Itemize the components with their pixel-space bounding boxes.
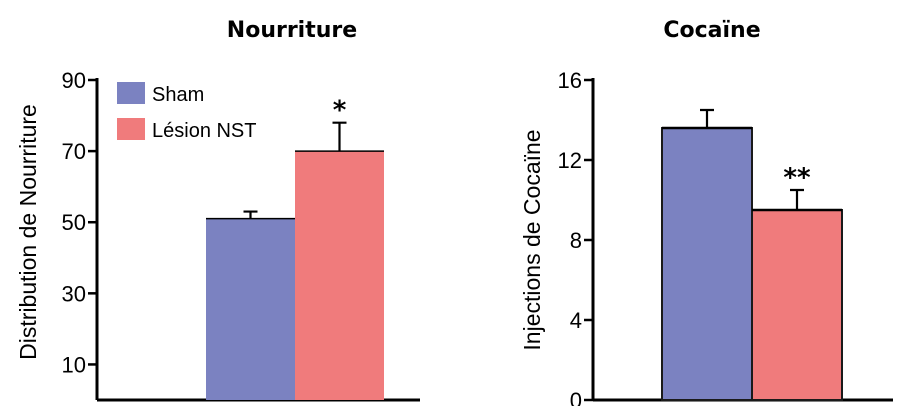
legend-swatch-lesion [117, 118, 145, 140]
chart-panel-cocaine: Cocaïne Injections de Cocaïne 0 4 8 12 16 ** [519, 18, 893, 406]
chart-panel-food: Nourriture Distribution de Nourriture 10… [15, 18, 420, 402]
y-tick-label-cocaine: 16 [558, 68, 582, 93]
bar-cocaine-lesion [751, 209, 843, 401]
error-bar-cocaine-sham [700, 108, 714, 128]
y-tick-label-cocaine: 12 [558, 148, 582, 173]
y-tick-label-food: 10 [62, 352, 86, 377]
bars-food: * [206, 96, 384, 400]
bars-cocaine: ** [661, 108, 843, 401]
bar-cocaine-sham [661, 127, 753, 401]
legend-label-sham: Sham [152, 84, 204, 106]
error-bar-food-sham [243, 210, 258, 219]
y-tick-label-food: 50 [62, 210, 86, 235]
bar-food-lesion [295, 151, 384, 400]
error-bar-cocaine-lesion [790, 188, 804, 210]
legend-swatch-sham [117, 82, 145, 104]
error-bar-food-lesion [332, 121, 347, 152]
bar-food-sham [206, 218, 295, 400]
y-ticks-cocaine: 0 4 8 12 16 [558, 68, 593, 406]
y-tick-label-food: 70 [62, 139, 86, 164]
y-axis-label-cocaine: Injections de Cocaïne [519, 129, 545, 350]
y-tick-label-food: 30 [62, 281, 86, 306]
y-tick-label-cocaine: 8 [570, 228, 582, 253]
legend: Sham Lésion NST [117, 82, 257, 142]
y-tick-label-cocaine: 0 [570, 388, 582, 406]
y-ticks-food: 10 30 50 70 90 [62, 68, 97, 377]
chart-title-food: Nourriture [227, 18, 357, 43]
y-axis-label-food: Distribution de Nourriture [15, 104, 41, 360]
chart-title-cocaine: Cocaïne [663, 18, 760, 43]
significance-marker-cocaine: ** [783, 163, 811, 193]
y-tick-label-food: 90 [62, 68, 86, 93]
legend-label-lesion: Lésion NST [152, 120, 257, 142]
y-tick-label-cocaine: 4 [570, 308, 582, 333]
significance-marker-food: * [333, 96, 347, 126]
